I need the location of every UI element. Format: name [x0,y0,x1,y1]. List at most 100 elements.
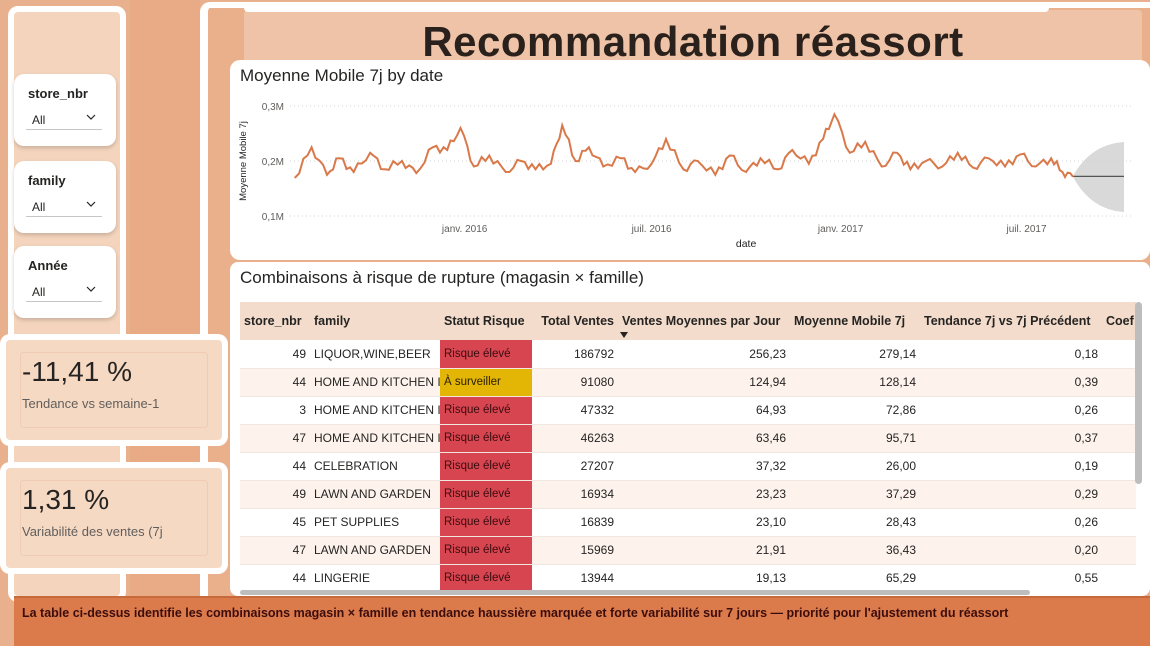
data-point [896,151,898,154]
data-point [777,168,779,171]
data-point [588,146,590,149]
cell-tendance: 0,20 [920,536,1102,565]
table-row[interactable]: 49 LIQUOR,WINE,BEER Risque élevé 186792 256,… [240,340,1136,369]
slicer-store-nbr[interactable]: store_nbr All [14,74,116,146]
col-family[interactable]: family [310,302,440,340]
cell-ventes-moyennes: 124,94 [618,368,790,397]
data-point [504,171,507,173]
cell-store-nbr: 47 [240,536,310,565]
risk-table[interactable]: store_nbr family Statut Risque Total Ven… [240,302,1136,592]
cell-store-nbr: 44 [240,452,310,481]
table-row[interactable]: 47 LAWN AND GARDEN Risque élevé 15969 21,91 3… [240,536,1136,565]
data-point [534,168,537,171]
data-point [619,157,622,160]
slicer-family[interactable]: family All [14,161,116,233]
data-point [987,157,990,160]
y-tick-label: 0,1M [262,212,284,223]
risk-table-card[interactable]: Combinaisons à risque de rupture (magasi… [230,262,1150,596]
cell-moyenne-mobile: 279,14 [790,340,920,369]
x-tick-label: janv. 2017 [817,224,864,235]
cell-status: Risque élevé [440,424,532,453]
slicer-annee[interactable]: Année All [14,246,116,318]
cell-coef [1102,340,1136,369]
col-total-ventes[interactable]: Total Ventes [532,302,618,340]
data-point [956,151,959,154]
title-banner-edge [244,4,1049,12]
table-row[interactable]: 44 CELEBRATION Risque élevé 27207 37,32 26,00… [240,452,1136,481]
cell-tendance: 0,29 [920,480,1102,509]
cell-family: LIQUOR,WINE,BEER [310,340,440,369]
chevron-down-icon[interactable] [86,112,96,122]
cell-tendance: 0,18 [920,340,1102,369]
kpi-frame [20,480,208,556]
data-point [294,176,297,179]
cell-store-nbr: 44 [240,368,310,397]
table-title: Combinaisons à risque de rupture (magasi… [240,268,644,287]
x-tick-label: janv. 2016 [441,224,488,235]
chart-title: Moyenne Mobile 7j by date [240,66,444,85]
family-dropdown[interactable]: All [26,195,102,217]
data-point [864,140,867,143]
data-point [924,160,927,162]
col-store-nbr[interactable]: store_nbr [240,302,310,340]
cell-coef [1102,368,1136,397]
col-statut-risque[interactable]: Statut Risque [440,302,532,340]
cell-coef [1102,536,1136,565]
annee-dropdown[interactable]: All [26,280,102,302]
data-point [1061,171,1064,173]
table-row[interactable]: 44 LINGERIE Risque élevé 13944 19,13 65,29 0,5… [240,564,1136,592]
line-chart-card[interactable]: Moyenne Mobile 7j by date 0,3M 0,2M 0,1M ja… [230,60,1150,260]
table-row[interactable]: 45 PET SUPPLIES Risque élevé 16839 23,10 28,4… [240,508,1136,537]
cell-moyenne-mobile: 128,14 [790,368,920,397]
store-nbr-dropdown[interactable]: All [26,108,102,130]
cell-coef [1102,480,1136,509]
table-row[interactable]: 47 HOME AND KITCHEN I Risque élevé 46263 63,… [240,424,1136,453]
x-tick-label: juil. 2016 [631,224,672,235]
data-point [488,154,491,157]
cell-status: À surveiller [440,368,532,397]
chevron-down-icon[interactable] [86,199,96,209]
data-point [909,168,912,171]
col-ventes-moyennes[interactable]: Ventes Moyennes par Jour [618,302,790,340]
vertical-scrollbar[interactable] [1135,302,1142,484]
col-tendance[interactable]: Tendance 7j vs 7j Précédent [920,302,1102,340]
footer-note: La table ci-dessus identifie les combina… [14,596,1150,646]
col-coef[interactable]: Coef [1102,302,1136,340]
data-point [833,113,836,116]
cell-total-ventes: 16839 [532,508,618,537]
cell-total-ventes: 186792 [532,340,618,369]
cell-ventes-moyennes: 23,23 [618,480,790,509]
kpi-value: -11,41 % [22,356,132,387]
cell-store-nbr: 49 [240,340,310,369]
chevron-down-icon[interactable] [86,284,96,294]
slicer-label: store_nbr [28,86,88,101]
cell-status: Risque élevé [440,452,532,481]
data-point [665,138,667,140]
footer-text: La table ci-dessus identifie les combina… [22,606,1009,620]
data-point [1034,165,1037,168]
data-point [1019,153,1022,156]
table-row[interactable]: 49 LAWN AND GARDEN Risque élevé 16934 23,23 3… [240,480,1136,509]
cell-tendance: 0,55 [920,564,1102,592]
cell-store-nbr: 49 [240,480,310,509]
line-chart[interactable]: 0,3M 0,2M 0,1M janv. 2016 juil. 2016 janv. 20… [230,60,1150,260]
data-point [574,160,577,162]
cell-store-nbr: 47 [240,424,310,453]
col-moyenne-mobile[interactable]: Moyenne Mobile 7j [790,302,920,340]
data-point [383,168,386,171]
data-point [880,165,883,168]
cell-total-ventes: 47332 [532,396,618,425]
cell-coef [1102,564,1136,592]
horizontal-scrollbar[interactable] [240,590,1030,595]
col-ventes-moyennes-label: Ventes Moyennes par Jour [622,314,781,328]
data-point [401,160,403,162]
slicer-label: Année [28,258,68,273]
data-point [446,149,449,151]
cell-moyenne-mobile: 36,43 [790,536,920,565]
cell-family: HOME AND KITCHEN I [310,368,440,397]
cell-family: LINGERIE [310,564,440,592]
data-point [650,162,653,165]
sort-descending-icon[interactable] [620,332,628,338]
table-row[interactable]: 3 HOME AND KITCHEN I Risque élevé 47332 64,9… [240,396,1136,425]
